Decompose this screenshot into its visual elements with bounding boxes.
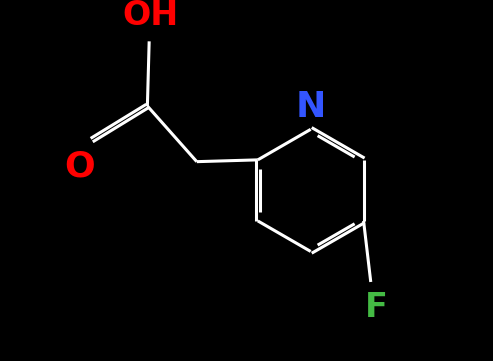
Text: O: O — [64, 149, 95, 183]
Text: N: N — [295, 90, 326, 124]
Text: OH: OH — [123, 0, 179, 32]
Text: F: F — [365, 291, 387, 324]
